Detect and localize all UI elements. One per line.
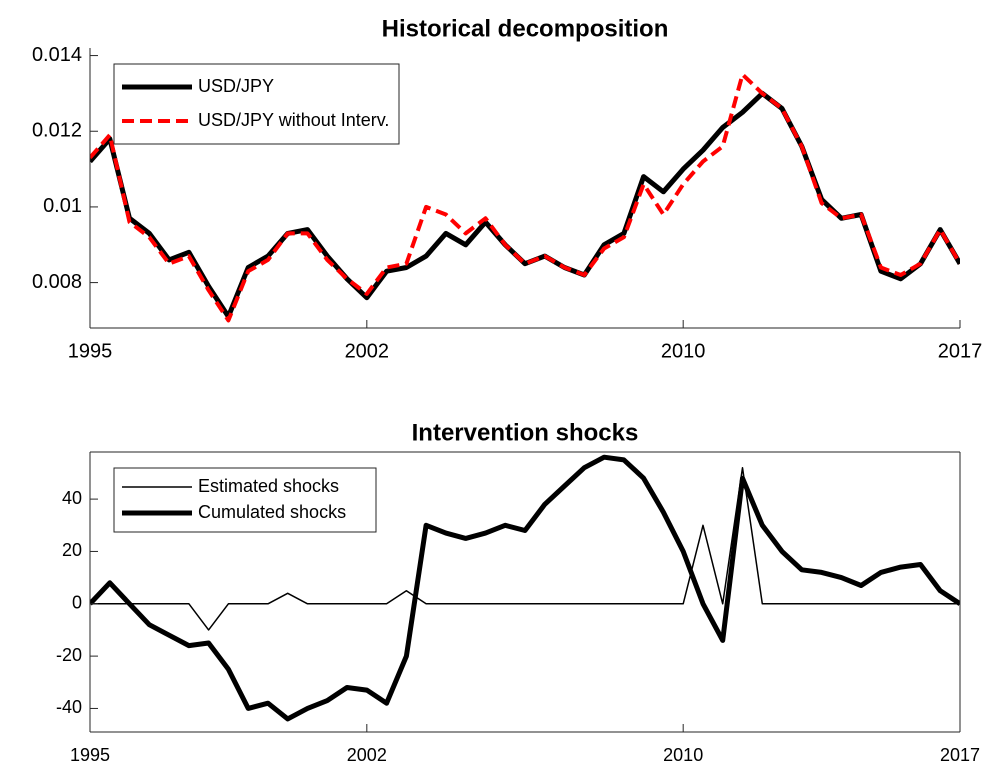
y-tick-label: -40 (56, 697, 82, 717)
x-tick-label: 2002 (347, 745, 387, 765)
legend-label: USD/JPY without Interv. (198, 110, 389, 130)
y-tick-label: 40 (62, 488, 82, 508)
x-tick-label: 1995 (70, 745, 110, 765)
legend-label: USD/JPY (198, 76, 274, 96)
y-tick-label: 0 (72, 593, 82, 613)
series-line (90, 466, 960, 631)
x-tick-label: 2010 (663, 745, 703, 765)
chart-title: Historical decomposition (382, 15, 669, 42)
legend-label: Estimated shocks (198, 476, 339, 496)
subplot: Intervention shocks -40 -20 0 20 40 1995 2002 20… (56, 419, 980, 764)
chart-title: Intervention shocks (412, 419, 639, 446)
y-tick-label: 0.008 (32, 271, 82, 293)
y-tick-label: 0.01 (43, 195, 82, 217)
x-tick-label: 2017 (938, 340, 983, 362)
series-line (90, 72, 960, 323)
y-tick-label: 0.012 (32, 120, 82, 142)
subplot: Historical decomposition 0.008 0.01 0.012 0.… (32, 15, 982, 362)
y-tick-label: 0.014 (32, 44, 82, 66)
x-tick-label: 2002 (345, 340, 390, 362)
legend-box (113, 63, 400, 145)
x-tick-label: 2017 (940, 745, 980, 765)
y-tick-label: 20 (62, 540, 82, 560)
series-line (90, 454, 960, 722)
x-tick-label: 1995 (68, 340, 113, 362)
x-tick-label: 2010 (661, 340, 706, 362)
legend-box (113, 467, 377, 533)
legend-label: Cumulated shocks (198, 502, 346, 522)
y-tick-label: -20 (56, 645, 82, 665)
